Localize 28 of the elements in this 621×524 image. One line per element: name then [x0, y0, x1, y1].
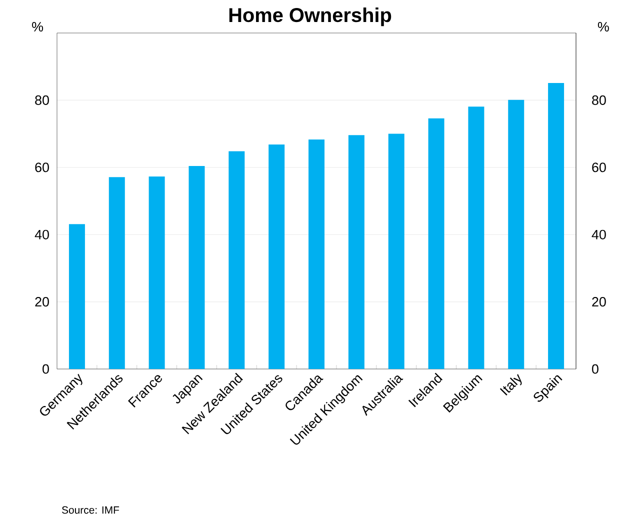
y-axis-title: % — [32, 22, 44, 32]
bar — [148, 176, 165, 369]
bar — [468, 106, 484, 369]
source-note: Source: IMF — [62, 506, 120, 514]
y2-axis-title: % — [598, 22, 609, 32]
bar — [348, 135, 364, 369]
y-tick-label: 80 — [35, 95, 49, 105]
bar — [268, 144, 285, 369]
y-tick-label: 40 — [34, 230, 49, 240]
bar — [428, 118, 444, 369]
y-tick-label: 0 — [42, 364, 49, 374]
bar — [228, 151, 245, 369]
y2-tick-label: 0 — [592, 364, 598, 374]
y2-tick-label: 40 — [592, 230, 606, 240]
y-tick-label: 60 — [35, 162, 49, 172]
y-tick-label: 20 — [35, 297, 49, 307]
y2-tick-label: 60 — [592, 162, 606, 172]
bar — [188, 166, 205, 369]
x-tick-label: Italy — [500, 374, 522, 396]
bar — [68, 224, 85, 369]
y2-tick-label: 80 — [592, 95, 606, 105]
y2-tick-label: 20 — [592, 297, 606, 307]
bar — [548, 83, 564, 369]
bar — [508, 100, 524, 369]
chart-title: Home Ownership — [229, 8, 392, 26]
bar — [308, 140, 325, 369]
bar — [388, 134, 404, 369]
bar — [108, 177, 125, 369]
